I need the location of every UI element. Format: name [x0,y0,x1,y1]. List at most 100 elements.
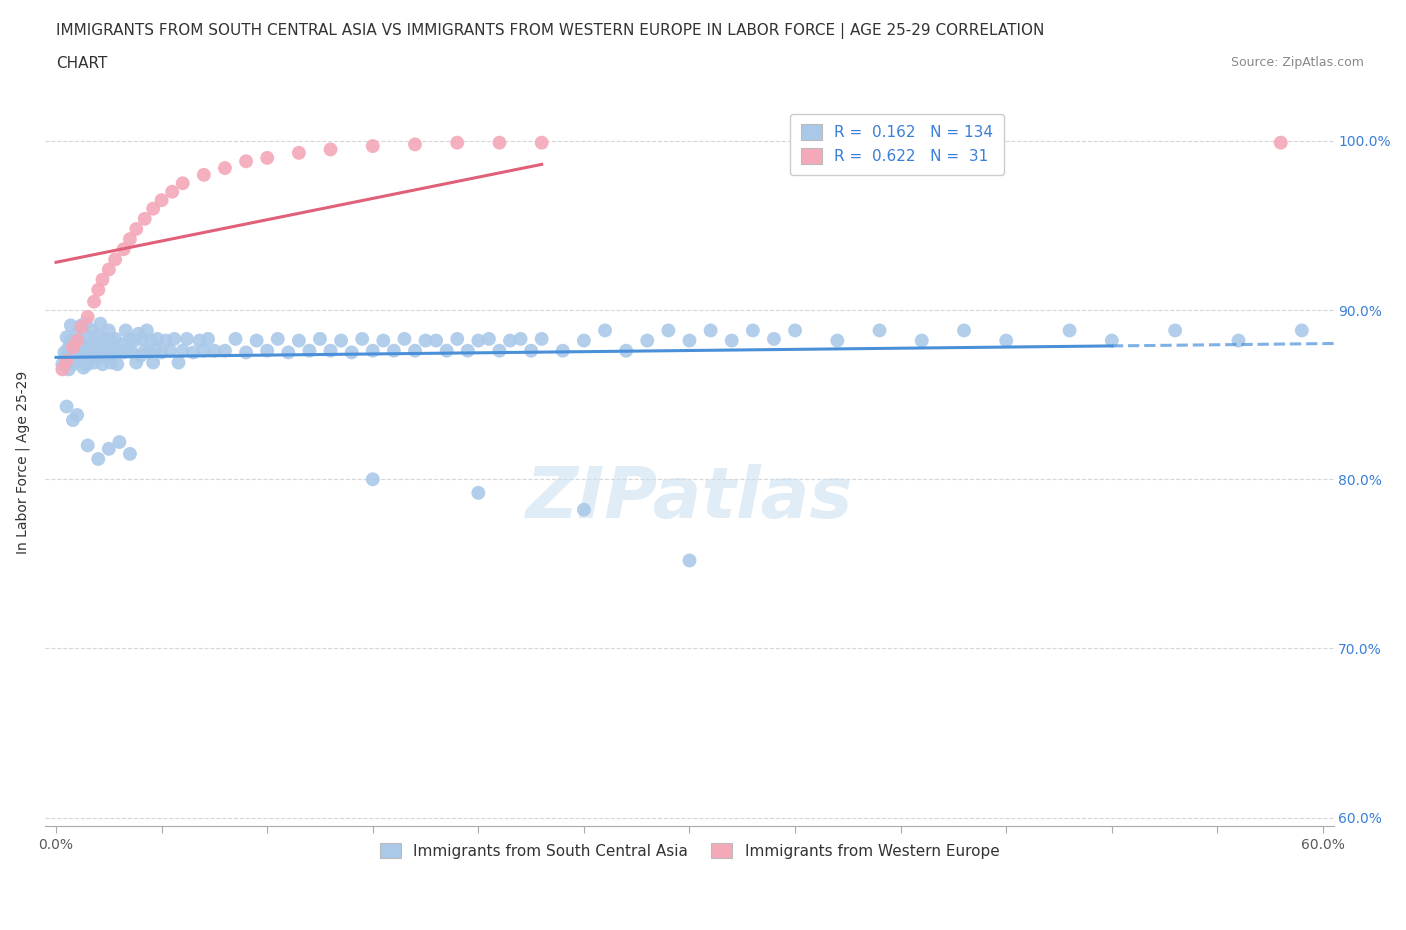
Point [319,142,342,157]
Point [114,323,136,338]
Point [1164,323,1187,338]
Point [1291,323,1313,338]
Point [572,333,595,348]
Point [446,331,468,346]
Point [572,502,595,517]
Point [139,333,162,348]
Point [499,333,522,348]
Point [96,350,118,365]
Point [117,343,139,358]
Point [125,221,148,236]
Point [150,193,173,207]
Point [108,343,131,358]
Point [256,151,278,166]
Point [87,283,110,298]
Point [309,331,332,346]
Point [330,333,353,348]
Point [142,355,165,370]
Text: ZIPatlas: ZIPatlas [526,464,853,533]
Point [104,345,127,360]
Point [720,333,742,348]
Point [146,331,169,346]
Point [80,343,103,358]
Point [172,176,194,191]
Point [62,345,84,360]
Point [66,407,89,422]
Point [76,345,98,360]
Legend: Immigrants from South Central Asia, Immigrants from Western Europe: Immigrants from South Central Asia, Immi… [368,832,1010,870]
Point [404,137,426,152]
Point [167,355,190,370]
Point [104,331,127,346]
Point [112,345,135,360]
Point [382,343,405,358]
Point [436,343,458,358]
Point [67,331,90,346]
Point [76,357,98,372]
Point [361,472,384,486]
Point [62,339,84,354]
Point [66,326,89,341]
Point [63,337,86,352]
Point [762,331,785,346]
Point [361,139,384,153]
Point [1101,333,1123,348]
Point [235,345,257,360]
Point [96,339,118,353]
Point [741,323,763,338]
Point [202,343,225,358]
Point [319,343,342,358]
Point [83,355,105,370]
Point [699,323,721,338]
Point [457,343,479,358]
Point [58,339,80,354]
Point [636,333,658,348]
Point [394,331,416,346]
Point [97,323,120,338]
Point [134,343,156,358]
Point [478,331,501,346]
Point [911,333,934,348]
Point [176,331,198,346]
Point [122,333,145,348]
Point [70,339,93,354]
Point [142,201,165,216]
Point [193,167,215,182]
Point [657,323,679,338]
Point [995,333,1018,348]
Point [93,343,115,358]
Point [62,357,84,372]
Point [51,357,73,372]
Point [163,331,186,346]
Point [80,323,103,338]
Point [340,345,363,360]
Point [614,343,637,358]
Point [110,337,132,352]
Point [55,399,77,414]
Point [235,153,257,168]
Point [66,333,89,348]
Point [1059,323,1081,338]
Point [1227,333,1250,348]
Point [91,357,114,372]
Point [593,323,616,338]
Point [89,316,111,331]
Point [530,135,553,150]
Point [678,333,700,348]
Y-axis label: In Labor Force | Age 25-29: In Labor Force | Age 25-29 [15,371,30,554]
Point [134,211,156,226]
Point [55,353,77,368]
Point [509,331,531,346]
Point [59,333,82,348]
Text: CHART: CHART [56,56,108,71]
Point [83,294,105,309]
Point [129,349,152,364]
Point [415,333,437,348]
Point [70,320,93,335]
Point [127,326,149,341]
Point [288,145,311,160]
Point [373,333,395,348]
Point [225,331,247,346]
Point [97,345,120,360]
Point [63,349,86,364]
